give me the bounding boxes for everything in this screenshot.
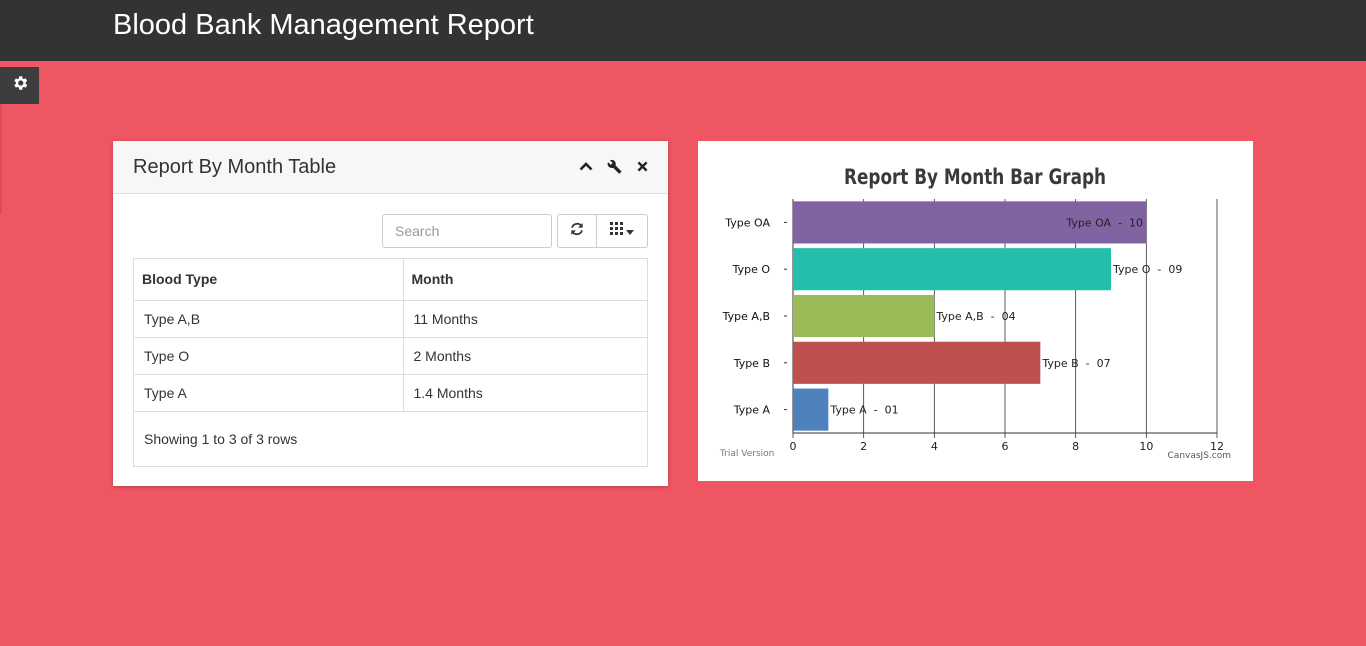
table-cell: 11 Months <box>402 299 647 337</box>
column-header-blood-type[interactable]: Blood Type <box>134 259 403 301</box>
close-icon[interactable] <box>634 158 650 174</box>
table-cell: 1.4 Months <box>402 373 647 411</box>
table-cell: 2 Months <box>402 336 647 374</box>
caret-down-icon <box>626 222 634 240</box>
sidebar-edge <box>0 104 2 214</box>
x-tick-label: 10 <box>1139 440 1153 453</box>
x-tick-label: 2 <box>860 440 867 453</box>
table-cell: Type A,B <box>134 299 403 337</box>
table-row: Type A 1.4 Months <box>134 373 647 411</box>
column-header-month[interactable]: Month <box>402 259 647 301</box>
search-input[interactable] <box>382 214 552 248</box>
table-cell: Type A <box>134 373 403 411</box>
gear-icon <box>11 74 29 97</box>
bar-chart: Report By Month Bar Graph 0 2 4 6 8 10 12 Type … <box>719 165 1231 461</box>
bar[interactable] <box>793 388 829 431</box>
data-label: Type O - 09 <box>1112 263 1182 276</box>
bar[interactable] <box>793 248 1111 291</box>
table-panel: Report By Month Table <box>113 141 668 486</box>
chart-title: Report By Month Bar Graph <box>844 165 1106 189</box>
table-panel-header: Report By Month Table <box>113 141 668 194</box>
category-label: Type B <box>733 357 770 370</box>
data-label: Type B - 07 <box>1041 357 1110 370</box>
table-row: Type O 2 Months <box>134 336 647 374</box>
chevron-up-icon[interactable] <box>578 158 594 174</box>
trial-version-label: Trial Version <box>719 449 774 459</box>
columns-toggle-button[interactable] <box>597 214 648 248</box>
x-tick-label: 4 <box>931 440 938 453</box>
data-label: Type A - 01 <box>829 404 898 417</box>
x-tick-label: 0 <box>790 440 797 453</box>
bar[interactable] <box>793 201 1147 244</box>
refresh-icon <box>569 221 585 242</box>
x-tick-label: 6 <box>1002 440 1009 453</box>
x-tick-label: 8 <box>1072 440 1079 453</box>
top-bar: Blood Bank Management Report <box>0 0 1366 61</box>
canvasjs-credit-link[interactable]: CanvasJS.com <box>1168 451 1231 461</box>
bar[interactable] <box>793 341 1041 384</box>
bar[interactable] <box>793 294 935 338</box>
refresh-button[interactable] <box>557 214 597 248</box>
wrench-icon[interactable] <box>606 158 622 174</box>
settings-toggle-button[interactable] <box>0 67 39 104</box>
table-cell: Type O <box>134 336 403 374</box>
table-header-row: Blood Type Month <box>134 259 647 301</box>
data-label: Type OA - 10 <box>1065 216 1143 229</box>
x-tick-label: 12 <box>1210 440 1224 453</box>
data-table: Blood Type Month Type A,B 11 Months Type… <box>133 258 648 467</box>
grid-icon <box>610 222 623 240</box>
category-label: Type A <box>733 404 771 417</box>
table-panel-title: Report By Month Table <box>133 156 337 178</box>
table-row: Type A,B 11 Months <box>134 299 647 337</box>
category-label: Type OA <box>724 216 770 229</box>
chart-panel: Report By Month Bar Graph 0 2 4 6 8 10 12 Type … <box>698 141 1253 481</box>
category-label: Type A,B <box>722 310 770 323</box>
table-toolbar <box>382 214 648 248</box>
toolbar-button-group <box>557 214 648 248</box>
category-label: Type O <box>732 263 771 276</box>
page-title: Blood Bank Management Report <box>113 9 534 41</box>
pagination-info: Showing 1 to 3 of 3 rows <box>134 411 647 466</box>
data-label: Type A,B - 04 <box>935 310 1015 323</box>
